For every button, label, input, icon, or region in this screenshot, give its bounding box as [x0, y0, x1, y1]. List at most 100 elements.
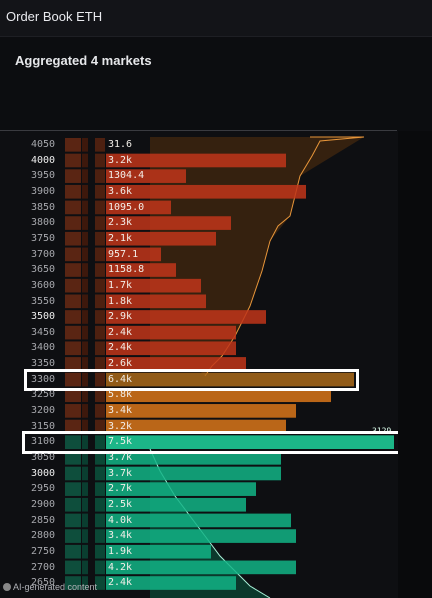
volume-bar	[106, 435, 394, 449]
order-book-row[interactable]: 3000 3.7k	[0, 466, 398, 482]
order-book-row[interactable]: 3350 2.6k	[0, 356, 398, 372]
order-book-row[interactable]: 2800 3.4k	[0, 528, 398, 544]
order-book[interactable]: 3129 4050 31.6 4000 3.2k 3950 1304.4 3900 3.6k 3…	[0, 131, 403, 598]
market-strip	[65, 482, 81, 496]
volume-bar	[106, 404, 296, 418]
market-strip	[82, 169, 88, 183]
price-level: 3250	[31, 389, 56, 401]
market-strip	[95, 560, 105, 575]
price-level: 3200	[31, 405, 56, 417]
volume-value: 2.4k	[108, 326, 133, 338]
order-book-row[interactable]: 3500 2.9k	[0, 309, 398, 325]
order-book-row[interactable]: 2700 4.2k	[0, 560, 398, 576]
market-strip	[95, 357, 105, 371]
order-book-row[interactable]: 3700 957.1	[0, 247, 398, 263]
market-strip	[95, 466, 105, 481]
volume-bar	[106, 466, 281, 481]
market-strip	[65, 169, 81, 183]
price-level: 3750	[31, 232, 56, 244]
market-strip	[65, 388, 81, 403]
order-book-row[interactable]: 3250 5.8k	[0, 387, 398, 403]
price-level: 3400	[31, 342, 56, 354]
order-book-row[interactable]: 3200 3.4k	[0, 403, 398, 419]
volume-value: 2.4k	[108, 342, 133, 354]
market-strip	[65, 341, 81, 356]
volume-value: 2.4k	[108, 577, 133, 589]
volume-value: 3.2k	[108, 420, 133, 432]
order-book-row[interactable]: 2950 2.7k	[0, 481, 398, 497]
order-book-row[interactable]: 3800 2.3k	[0, 215, 398, 231]
volume-value: 31.6	[108, 139, 133, 150]
spread-label: 3129	[372, 426, 391, 435]
volume-bar	[106, 513, 291, 528]
market-strip	[95, 184, 105, 199]
market-strip	[82, 576, 88, 590]
order-book-row[interactable]: 3600 1.7k	[0, 278, 398, 294]
price-level: 3350	[31, 358, 56, 370]
price-level: 3950	[31, 170, 56, 182]
order-book-row[interactable]: 3750 2.1k	[0, 231, 398, 247]
market-strip	[82, 497, 88, 512]
order-book-row[interactable]: 2900 2.5k	[0, 497, 398, 513]
order-book-row[interactable]: 2750 1.9k	[0, 544, 398, 560]
aggregation-label: Aggregated 4 markets	[15, 53, 152, 68]
order-book-row[interactable]: 2650 2.4k	[0, 575, 398, 591]
market-strip	[65, 247, 81, 262]
market-strip	[65, 560, 81, 575]
order-book-row[interactable]: 3550 1.8k	[0, 294, 398, 310]
market-strip	[95, 372, 105, 387]
market-strip	[82, 482, 88, 496]
price-level: 4050	[31, 139, 56, 150]
volume-value: 2.7k	[108, 483, 133, 495]
ai-disclaimer: AI-generated content	[3, 582, 97, 592]
market-strip	[65, 529, 81, 543]
volume-bar	[106, 247, 161, 262]
volume-bar	[106, 576, 236, 590]
panel-divider	[0, 130, 397, 131]
market-strip	[65, 466, 81, 481]
order-book-row[interactable]: 4050 31.6	[0, 137, 398, 153]
market-strip	[65, 294, 81, 309]
market-strip	[95, 310, 105, 324]
volume-value: 1158.8	[108, 264, 145, 276]
market-strip	[65, 513, 81, 528]
order-book-row[interactable]: 3400 2.4k	[0, 340, 398, 356]
market-strip	[95, 451, 105, 465]
order-book-row[interactable]: 4000 3.2k	[0, 153, 398, 169]
volume-bar	[106, 497, 246, 512]
volume-bar	[106, 263, 176, 277]
market-strip	[65, 404, 81, 418]
market-strip	[95, 497, 105, 512]
volume-bar	[106, 451, 281, 465]
market-strip	[82, 372, 88, 387]
market-strip	[82, 466, 88, 481]
price-level: 3900	[31, 185, 56, 197]
market-strip	[95, 325, 105, 340]
order-book-row[interactable]: 3950 1304.4	[0, 168, 398, 184]
order-book-row[interactable]: 3850 1095.0	[0, 200, 398, 216]
order-book-row[interactable]: 3100 7.5k	[0, 434, 398, 450]
volume-bar	[106, 310, 266, 324]
market-strip	[65, 357, 81, 371]
order-book-row[interactable]: 3050 3.7k	[0, 450, 398, 466]
scrollbar-track[interactable]	[398, 131, 432, 598]
market-strip	[65, 497, 81, 512]
market-strip	[82, 544, 88, 559]
order-book-row[interactable]: 2850 4.0k	[0, 513, 398, 529]
market-strip	[82, 294, 88, 309]
volume-bar	[106, 388, 331, 403]
volume-value: 3.2k	[108, 154, 133, 166]
volume-bar	[106, 278, 201, 293]
market-strip	[95, 419, 105, 434]
market-strip	[65, 435, 81, 449]
price-level: 2800	[31, 530, 56, 542]
order-book-row[interactable]: 3150 3.2k	[0, 419, 398, 435]
order-book-row[interactable]: 3650 1158.8	[0, 262, 398, 278]
volume-bar	[106, 560, 296, 575]
order-book-row[interactable]: 3900 3.6k	[0, 184, 398, 200]
order-book-row[interactable]: 3300 6.4k	[0, 372, 398, 388]
price-level: 2650	[31, 577, 56, 589]
price-level: 4000	[31, 154, 56, 166]
order-book-row[interactable]: 3450 2.4k	[0, 325, 398, 341]
market-strip	[82, 560, 88, 575]
